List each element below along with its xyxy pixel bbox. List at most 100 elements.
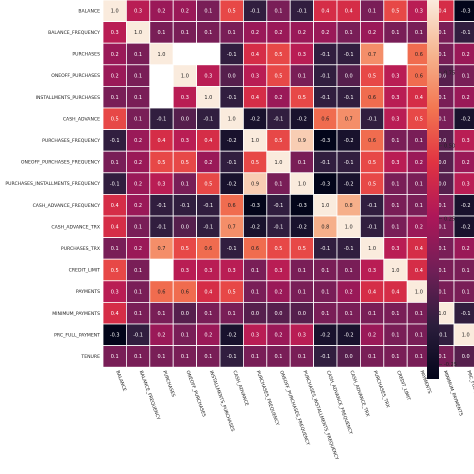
cell-value-label: 0.4: [415, 268, 423, 274]
cell-value-label: 0.6: [228, 203, 236, 209]
cell-value-label: 0.4: [204, 138, 212, 144]
colorbar-tick-label: 0.75: [444, 71, 455, 77]
cell-value-label: 0.2: [134, 138, 142, 144]
cell-value-label: -0.3: [297, 203, 307, 209]
row-labels: BALANCE BALANCE_FREQUENCY PURCHASES ONEOFF_…: [5, 8, 100, 360]
cell-value-label: -0.1: [250, 9, 260, 15]
cell-value-label: 0.1: [415, 138, 423, 144]
cell-value-label: 0.3: [204, 73, 212, 79]
cell-value-label: 0.1: [438, 117, 446, 123]
cell-value-label: -0.1: [274, 225, 284, 231]
cell-value-label: -0.2: [320, 333, 330, 339]
cell-value-label: -0.1: [110, 181, 120, 187]
cell-value-label: -0.1: [367, 203, 377, 209]
cell-value-label: 0.1: [111, 160, 119, 166]
cell-value-label: 0.1: [251, 354, 259, 360]
cell-value-label: 0.0: [345, 73, 353, 79]
colorbar-gradient: [427, 0, 439, 379]
cell-value-label: 0.1: [392, 203, 400, 209]
cell-value-label: -0.1: [274, 203, 284, 209]
cell-value-label: -0.2: [461, 117, 471, 123]
cell-value-label: 0.1: [204, 354, 212, 360]
cell-value-label: 0.5: [275, 73, 283, 79]
cell-value-label: -0.2: [250, 225, 260, 231]
cell-value-label: 0.0: [438, 160, 446, 166]
cell-value-label: 0.3: [392, 160, 400, 166]
cell-value-label: 0.1: [462, 289, 470, 295]
column-labels: BALANCE BALANCE_FREQUENCY PURCHASES ONEOFF_…: [114, 370, 474, 461]
cell-value-label: 0.1: [204, 30, 212, 36]
cell-value-label: -0.3: [320, 181, 330, 187]
cell-value-label: 0.3: [111, 289, 119, 295]
heatmap-cell: [453, 345, 474, 368]
cell-value-label: 0.7: [345, 117, 353, 123]
cell-value-label: 0.7: [228, 225, 236, 231]
cell-value-label: 0.6: [368, 138, 376, 144]
cell-value-label: 0.2: [134, 181, 142, 187]
cell-value-label: 0.4: [251, 95, 259, 101]
cell-value-label: 0.1: [438, 354, 446, 360]
cell-value-label: 0.1: [368, 311, 376, 317]
cell-value-label: 0.1: [392, 30, 400, 36]
row-tick-label: ONEOFF_PURCHASES_FREQUENCY: [21, 160, 100, 166]
cell-value-label: -0.1: [157, 117, 167, 123]
cell-value-label: 0.2: [275, 95, 283, 101]
cell-value-label: 0.1: [134, 225, 142, 231]
cell-value-label: 0.0: [228, 73, 236, 79]
cell-value-label: 0.1: [298, 73, 306, 79]
cell-value-label: -0.2: [227, 138, 237, 144]
cell-value-label: -0.2: [344, 333, 354, 339]
cell-value-label: 0.3: [298, 333, 306, 339]
column-tick-label: CREDIT_LIMIT: [395, 370, 411, 402]
cell-value-label: 0.3: [251, 333, 259, 339]
cell-value-label: 0.1: [275, 9, 283, 15]
heatmap-cell: [149, 64, 174, 87]
cell-value-label: 0.0: [181, 117, 189, 123]
cell-value-label: 0.5: [111, 117, 119, 123]
cell-value-label: 0.1: [204, 9, 212, 15]
row-tick-label: CASH_ADVANCE_FREQUENCY: [33, 203, 101, 209]
cell-value-label: 1.0: [158, 52, 166, 58]
cell-value-label: 0.1: [345, 30, 353, 36]
cell-value-label: -0.1: [320, 95, 330, 101]
cell-value-label: -0.1: [133, 333, 143, 339]
cell-value-label: -0.1: [344, 246, 354, 252]
cell-value-label: 0.2: [204, 333, 212, 339]
cell-value-label: 0.6: [415, 73, 423, 79]
cell-value-label: 0.1: [438, 30, 446, 36]
cell-value-label: 1.0: [134, 30, 142, 36]
cell-value-label: 0.3: [462, 138, 470, 144]
cell-value-label: 0.9: [298, 138, 306, 144]
cell-value-label: -0.1: [110, 138, 120, 144]
cell-value-label: 0.3: [392, 117, 400, 123]
colorbar-tick-label: 0.25: [444, 216, 455, 222]
cell-value-label: 0.1: [298, 268, 306, 274]
heatmap-cell: [149, 258, 174, 282]
cell-value-label: 0.1: [251, 289, 259, 295]
cell-value-label: 1.0: [345, 225, 353, 231]
cell-value-label: 0.4: [111, 203, 119, 209]
row-tick-label: CASH_ADVANCE: [63, 116, 100, 122]
cell-value-label: 0.5: [275, 246, 283, 252]
cell-value-label: -0.1: [157, 225, 167, 231]
cell-value-label: 0.2: [368, 30, 376, 36]
cell-value-label: 0.6: [204, 246, 212, 252]
cell-value-label: -0.1: [367, 117, 377, 123]
cell-value-label: -0.1: [344, 160, 354, 166]
cell-value-label: -0.1: [203, 225, 213, 231]
cell-value-label: 0.0: [438, 181, 446, 187]
cell-value-label: -0.2: [344, 181, 354, 187]
heatmap-cells: 1.0 0.3 0.2 0.2 0.1 0.5 -0.1 0.1 -0.1 0.4 0.4 0.1 0.…: [102, 0, 474, 368]
cell-value-label: 0.0: [462, 354, 470, 360]
cell-value-label: 0.5: [158, 160, 166, 166]
cell-value-label: 0.1: [438, 225, 446, 231]
heatmap-cell: [149, 86, 174, 109]
cell-value-label: 1.0: [298, 181, 306, 187]
cell-value-label: -0.1: [227, 354, 237, 360]
cell-value-label: 0.3: [181, 268, 189, 274]
cell-value-label: 0.3: [181, 95, 189, 101]
cell-value-label: 0.1: [368, 354, 376, 360]
cell-value-label: 0.1: [111, 246, 119, 252]
cell-value-label: 0.0: [345, 354, 353, 360]
